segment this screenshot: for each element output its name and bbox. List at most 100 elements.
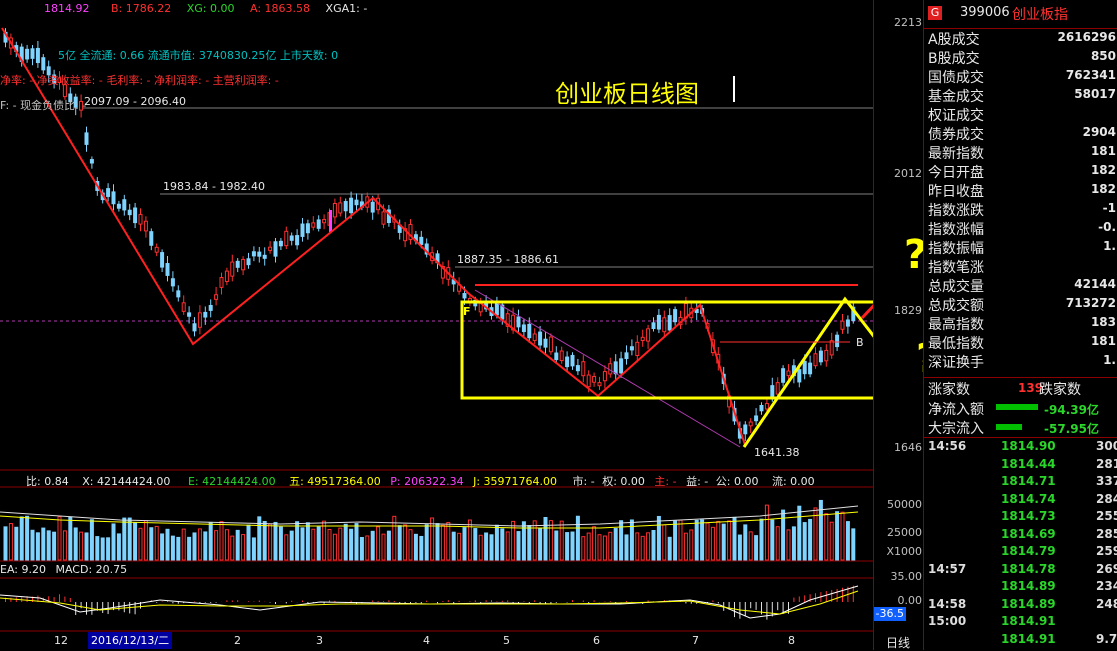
- volume-bar: [284, 534, 289, 561]
- quote-row-value: 42144: [1074, 277, 1116, 291]
- candle-body: [646, 328, 651, 342]
- volume-bar: [662, 524, 667, 561]
- volume-bar: [743, 524, 748, 561]
- consolidation-box: [460, 300, 873, 400]
- candle-body: [35, 47, 40, 64]
- volume-bar: [338, 527, 343, 561]
- volume-bar: [365, 535, 370, 561]
- volume-bar: [824, 513, 829, 561]
- date-label-3: 4: [423, 634, 430, 647]
- cash-info: F: - 现金负债比: -: [0, 99, 87, 112]
- tick-row[interactable]: 1814.73 255: [924, 509, 1117, 528]
- selected-date[interactable]: 2016/12/13/二: [88, 632, 173, 649]
- tick-row[interactable]: 1814.71 337: [924, 474, 1117, 493]
- volume-bar: [138, 527, 143, 561]
- vol-j: J: 35971764.00: [473, 475, 558, 488]
- candle-body: [187, 312, 192, 317]
- volume-bar: [516, 531, 521, 561]
- volume-bar: [716, 520, 721, 561]
- f-marker-label: F: [463, 305, 471, 318]
- period-label[interactable]: 日线: [886, 636, 911, 650]
- candle-body: [629, 346, 634, 351]
- candle-body: [656, 314, 661, 330]
- quote-row-label: 昨日收盘: [928, 184, 984, 200]
- candle-body: [170, 278, 175, 287]
- volume-bar: [79, 531, 84, 561]
- candle-body: [770, 385, 775, 397]
- quote-row-label: 深证换手: [928, 355, 984, 371]
- tick-row[interactable]: 1814.69 285: [924, 527, 1117, 546]
- volume-bar: [678, 519, 683, 561]
- level-label-1983: 1983.84 - 1982.40: [163, 180, 265, 193]
- candle-body: [73, 96, 78, 108]
- volume-bar: [359, 536, 364, 561]
- candle-body: [143, 220, 148, 232]
- vol-five: 五: 49517364.00: [289, 475, 381, 488]
- volume-bar: [257, 516, 262, 561]
- candle-body: [176, 290, 181, 298]
- candle-body: [521, 324, 526, 333]
- candle-body: [246, 258, 251, 266]
- quote-row: 深证换手 1.: [924, 352, 1117, 371]
- volume-bar: [797, 505, 802, 561]
- volume-axis-label-1: 25000: [887, 526, 922, 539]
- down-count-label: 跌家数: [1039, 382, 1081, 398]
- volume-bar: [343, 523, 348, 561]
- quote-row: 最高指数 183: [924, 314, 1117, 333]
- volume-bar: [851, 528, 856, 561]
- tick-row[interactable]: 1814.74 284: [924, 492, 1117, 511]
- candle-body: [759, 404, 764, 412]
- main-chart-area[interactable]: 1814.92 B: 1786.22 XG: 0.00 A: 1863.58 X…: [0, 0, 939, 650]
- date-label-1: 2: [234, 634, 241, 647]
- volume-bar: [300, 527, 305, 561]
- quote-row: 基金成交 58017: [924, 86, 1117, 105]
- tick-time: 14:57: [928, 561, 967, 576]
- volume-bar: [478, 534, 483, 561]
- tick-row[interactable]: 15:00 1814.91: [924, 614, 1117, 633]
- tick-row[interactable]: 14:57 1814.78 269: [924, 562, 1117, 581]
- level-label-1887: 1887.35 - 1886.61: [457, 253, 559, 266]
- volume-bar: [694, 519, 699, 561]
- volume-header: 比: 0.84 X: 42144424.00 E: 42144424.00 五:…: [0, 473, 815, 489]
- quote-row: 债券成交 2904: [924, 124, 1117, 143]
- candle-body: [754, 415, 759, 422]
- volume-bar: [624, 534, 629, 561]
- volume-bar: [710, 526, 715, 561]
- volume-bar: [84, 532, 89, 561]
- candle-body: [781, 368, 786, 383]
- candle-body: [613, 361, 618, 375]
- candle-body: [235, 260, 240, 268]
- volume-bar: [565, 532, 570, 561]
- kline-chart[interactable]: [0, 0, 873, 650]
- volume-bar: [446, 521, 451, 561]
- tick-row[interactable]: 14:58 1814.89 248: [924, 597, 1117, 616]
- volume-bar: [268, 523, 273, 561]
- volume-bar: [224, 529, 229, 561]
- volume-bar: [673, 520, 678, 561]
- candle-body: [219, 277, 224, 288]
- candle-body: [127, 209, 132, 216]
- tick-row[interactable]: 1814.44 281: [924, 457, 1117, 476]
- block-inflow-bar: [996, 424, 1022, 430]
- volume-bar: [559, 520, 564, 561]
- volume-unit: X1000: [886, 545, 922, 558]
- tick-row[interactable]: 1814.79 259: [924, 544, 1117, 563]
- quote-row-label: 基金成交: [928, 89, 984, 105]
- volume-bar: [386, 530, 391, 561]
- a-value: A: 1863.58: [250, 2, 311, 15]
- quote-row: 指数振幅 1.: [924, 238, 1117, 257]
- tick-row[interactable]: 1814.91 9.7: [924, 632, 1117, 651]
- tick-row[interactable]: 14:56 1814.90 300: [924, 439, 1117, 458]
- volume-bar: [548, 520, 553, 561]
- vol-liu: 流: 0.00: [771, 475, 815, 488]
- candle-body: [403, 228, 408, 242]
- tick-price: 1814.89: [1001, 596, 1056, 611]
- volume-bar: [273, 521, 278, 561]
- candlestick-series: [3, 28, 856, 444]
- volume-bar: [241, 534, 246, 561]
- tick-row[interactable]: 1814.89 234: [924, 579, 1117, 598]
- volume-bar: [527, 525, 532, 561]
- candle-body: [192, 323, 197, 332]
- candle-body: [273, 241, 278, 257]
- tick-time: 15:00: [928, 614, 967, 628]
